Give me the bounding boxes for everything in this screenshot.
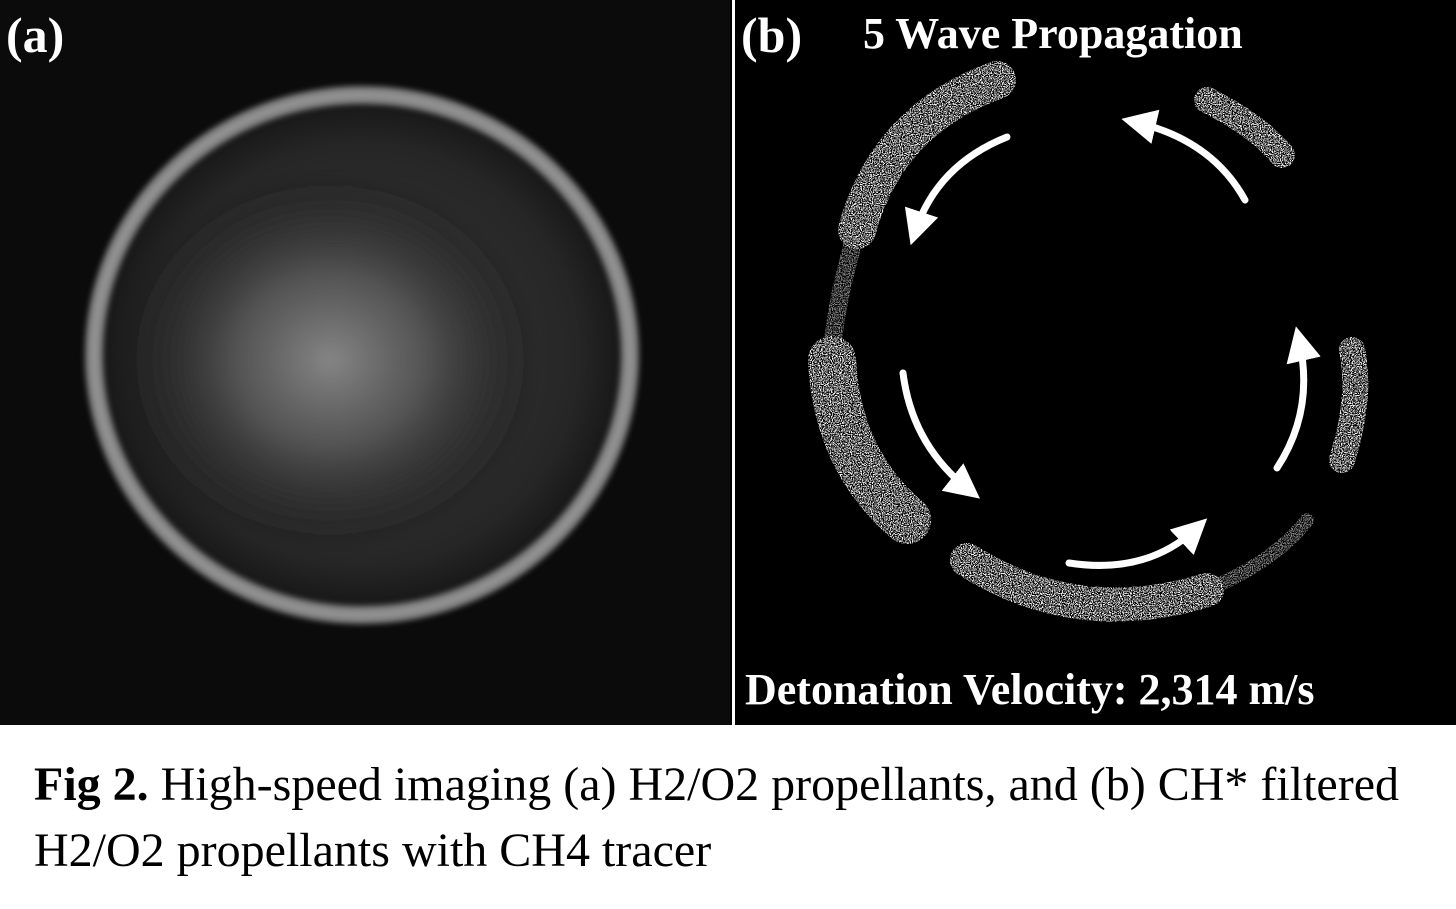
detonation-velocity-readout: Detonation Velocity: 2,314 m/s — [745, 665, 1315, 714]
ring-glow-image — [0, 0, 730, 725]
figure-images: (a) — [0, 0, 1456, 725]
panel-a-label: (a) — [6, 7, 65, 63]
rotation-arrow-1 — [904, 133, 1011, 246]
panel-divider — [730, 0, 737, 725]
figure-caption: Fig 2. High-speed imaging (a) H2/O2 prop… — [34, 752, 1434, 884]
rotation-arrow-2 — [899, 369, 980, 499]
caption-prefix: Fig 2. — [34, 758, 149, 811]
panel-b-image: (b) 5 Wave Propagation Detonation Veloci… — [737, 0, 1456, 725]
center-glow — [120, 170, 540, 550]
rotation-arrows — [899, 109, 1321, 569]
rotation-arrow-5 — [1121, 109, 1249, 204]
caption-text: High-speed imaging (a) H2/O2 propellants… — [34, 758, 1399, 877]
rotation-arrow-3 — [1065, 518, 1208, 569]
detonation-waves-image — [737, 0, 1456, 725]
detonation-wave-fronts — [737, 0, 1456, 725]
panel-b-title: 5 Wave Propagation — [863, 9, 1243, 58]
panel-b-label: (b) — [741, 7, 803, 63]
panel-a-image: (a) — [0, 0, 730, 725]
rotation-arrow-4 — [1273, 326, 1321, 472]
